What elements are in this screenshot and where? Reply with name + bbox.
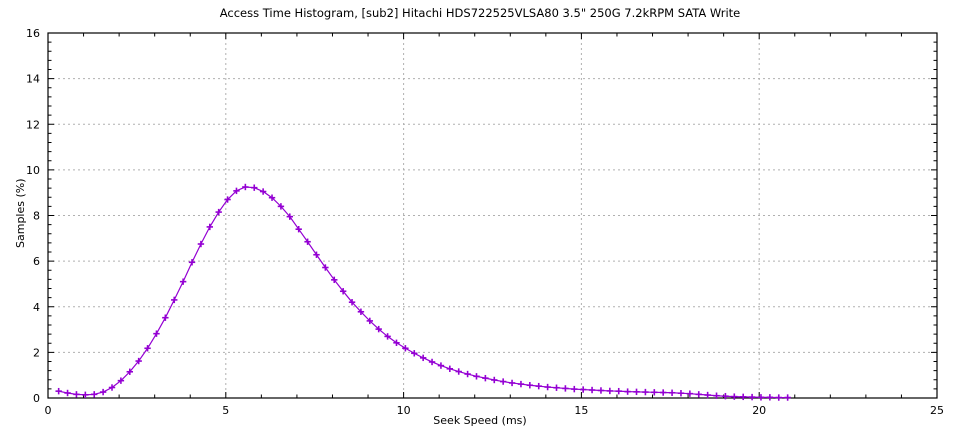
chart-title: Access Time Histogram, [sub2] Hitachi HD…: [219, 6, 741, 20]
gridlines: [48, 33, 937, 398]
y-axis-label: Samples (%): [14, 178, 27, 248]
y-tick-label: 6: [33, 255, 40, 268]
y-tick-label: 4: [33, 301, 40, 314]
x-tick-label: 20: [752, 404, 766, 417]
y-tick-label: 0: [33, 392, 40, 405]
x-tick-label: 15: [574, 404, 588, 417]
tick-labels: 0 5 10 15 20 25 0 2 4 6 8 10 12 14 16: [26, 27, 944, 417]
y-tick-label: 10: [26, 164, 40, 177]
x-axis-label: Seek Speed (ms): [433, 414, 527, 427]
x-tick-label: 10: [397, 404, 411, 417]
x-tick-label: 5: [222, 404, 229, 417]
data-series: [55, 183, 791, 401]
y-tick-label: 8: [33, 210, 40, 223]
x-tick-label: 25: [930, 404, 944, 417]
y-tick-label: 16: [26, 27, 40, 40]
x-tick-label: 0: [45, 404, 52, 417]
data-series-layer: [55, 183, 791, 401]
axes-frame: [47, 32, 938, 399]
y-tick-label: 2: [33, 346, 40, 359]
y-tick-label: 14: [26, 73, 40, 86]
y-tick-label: 12: [26, 118, 40, 131]
